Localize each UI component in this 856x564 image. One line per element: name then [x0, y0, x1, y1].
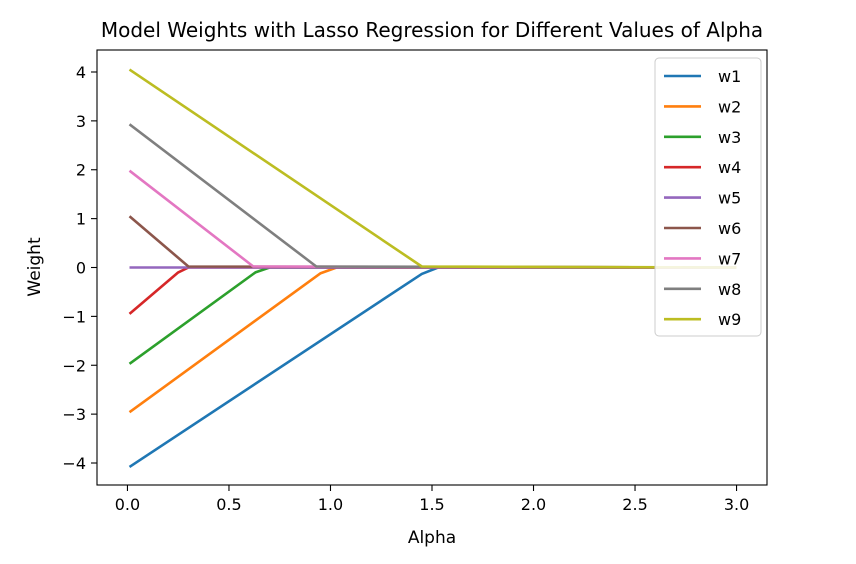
- series-line-w7: [128, 169, 737, 269]
- legend-label-w4: w4: [718, 158, 741, 177]
- series-line-w2: [128, 266, 737, 414]
- y-tick-label: 3: [76, 112, 86, 131]
- legend-label-w1: w1: [718, 67, 741, 86]
- y-tick-label: −2: [62, 356, 86, 375]
- x-tick-label: 2.0: [521, 495, 546, 514]
- x-tick-label: 0.5: [216, 495, 241, 514]
- x-tick-label: 1.5: [419, 495, 444, 514]
- x-axis-ticks: 0.0 0.5 1.0 1.5 2.0 2.5 3.0: [115, 485, 749, 514]
- legend-box: [654, 57, 762, 337]
- y-tick-label: 0: [76, 259, 86, 278]
- legend-label-w9: w9: [718, 310, 741, 329]
- x-axis-label: Alpha: [408, 528, 456, 548]
- legend-label-w5: w5: [718, 189, 741, 208]
- y-tick-label: 1: [76, 210, 86, 229]
- y-tick-label: −4: [62, 454, 86, 473]
- x-tick-label: 0.0: [115, 495, 140, 514]
- x-tick-label: 3.0: [724, 495, 749, 514]
- legend: w1 w2 w3 w4 w5 w6 w7 w8 w9: [654, 57, 762, 337]
- legend-label-w6: w6: [718, 219, 741, 238]
- x-tick-label: 2.5: [622, 495, 647, 514]
- legend-label-w8: w8: [718, 280, 741, 299]
- y-tick-label: 2: [76, 161, 86, 180]
- legend-label-w3: w3: [718, 128, 741, 147]
- series-line-w8: [128, 123, 737, 269]
- y-tick-label: −1: [62, 307, 86, 326]
- x-tick-label: 1.0: [318, 495, 343, 514]
- y-axis-ticks: 4 3 2 1 0 −1 −2 −3 −4: [62, 63, 97, 473]
- legend-label-w7: w7: [718, 249, 741, 268]
- y-tick-label: 4: [76, 63, 86, 82]
- series-line-w9: [128, 68, 737, 269]
- legend-label-w2: w2: [718, 97, 741, 116]
- y-tick-label: −3: [62, 405, 86, 424]
- series-line-w3: [128, 266, 737, 365]
- chart-title: Model Weights with Lasso Regression for …: [101, 18, 763, 42]
- series-line-w4: [128, 266, 737, 315]
- y-axis-label: Weight: [25, 237, 45, 297]
